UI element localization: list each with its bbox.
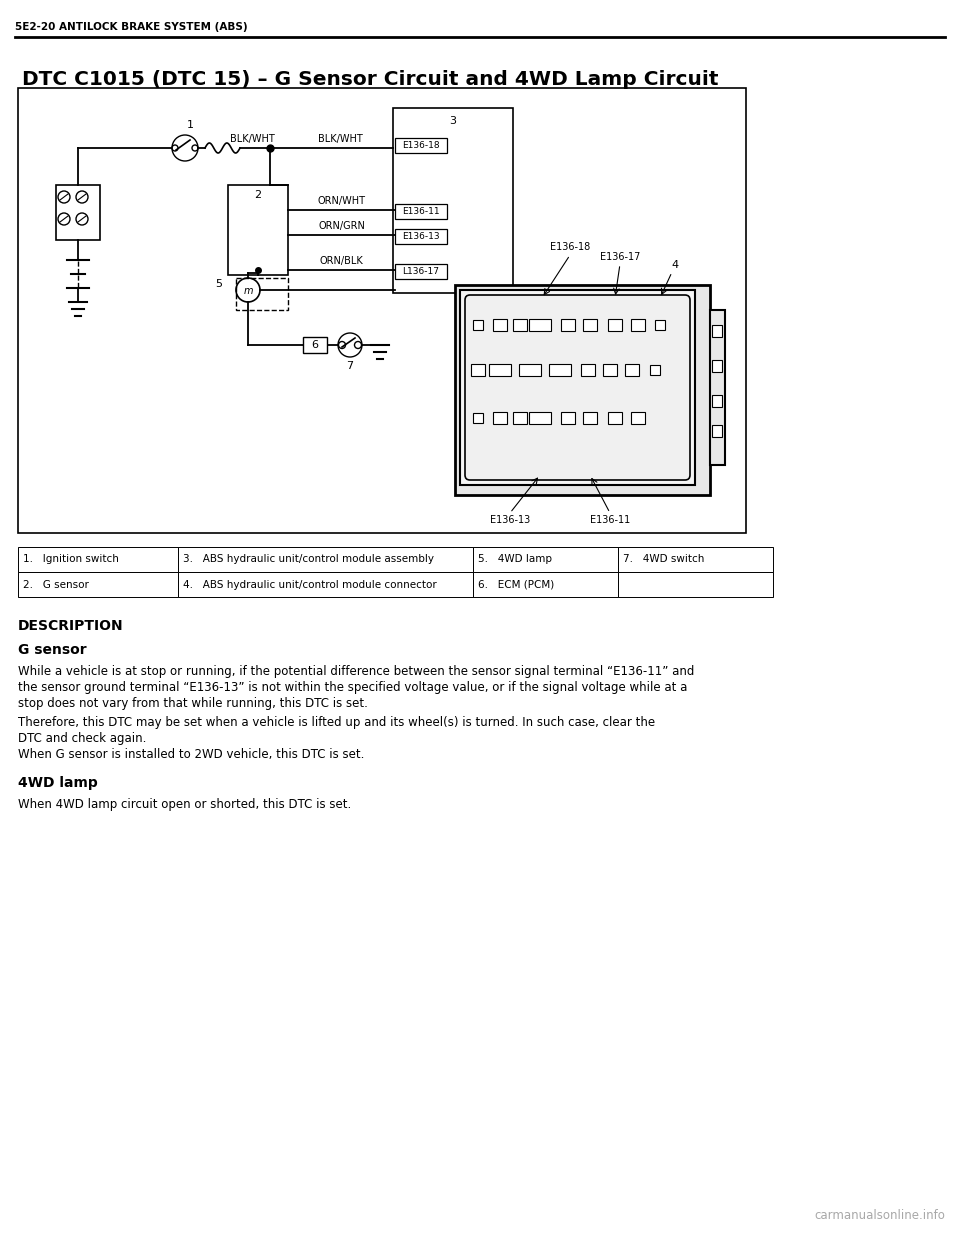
Bar xyxy=(513,319,527,331)
Text: carmanualsonline.info: carmanualsonline.info xyxy=(814,1209,945,1221)
Bar xyxy=(631,412,645,424)
Text: 4.   ABS hydraulic unit/control module connector: 4. ABS hydraulic unit/control module con… xyxy=(183,579,437,589)
Bar xyxy=(473,412,483,424)
Text: 6.   ECM (PCM): 6. ECM (PCM) xyxy=(478,579,554,589)
Bar xyxy=(608,319,622,331)
Bar xyxy=(712,395,722,408)
Text: stop does not vary from that while running, this DTC is set.: stop does not vary from that while runni… xyxy=(18,697,368,710)
Bar xyxy=(529,319,551,331)
Text: G sensor: G sensor xyxy=(18,643,86,657)
Bar xyxy=(561,319,575,331)
Text: E136-13: E136-13 xyxy=(402,232,440,241)
Bar xyxy=(178,547,473,572)
Bar xyxy=(228,185,288,275)
Text: L136-17: L136-17 xyxy=(402,267,440,275)
Text: E136-11: E136-11 xyxy=(589,515,630,525)
Bar xyxy=(455,285,710,495)
Text: While a vehicle is at stop or running, if the potential difference between the s: While a vehicle is at stop or running, i… xyxy=(18,664,694,678)
Bar xyxy=(489,364,511,375)
Text: E136-18: E136-18 xyxy=(550,242,590,252)
Text: 1: 1 xyxy=(186,120,194,130)
Text: Therefore, this DTC may be set when a vehicle is lifted up and its wheel(s) is t: Therefore, this DTC may be set when a ve… xyxy=(18,716,655,729)
Bar xyxy=(473,320,483,330)
Text: E136-11: E136-11 xyxy=(402,207,440,216)
Bar xyxy=(178,572,473,597)
Bar xyxy=(581,364,595,375)
Text: 5: 5 xyxy=(215,279,222,289)
Bar xyxy=(513,412,527,424)
Bar xyxy=(473,572,618,597)
Text: 1.   Ignition switch: 1. Ignition switch xyxy=(23,555,119,564)
Bar xyxy=(710,310,725,466)
Text: BLK/WHT: BLK/WHT xyxy=(318,135,362,144)
Text: 4WD lamp: 4WD lamp xyxy=(18,776,98,790)
Bar xyxy=(655,320,665,330)
Bar xyxy=(631,319,645,331)
Text: 3.   ABS hydraulic unit/control module assembly: 3. ABS hydraulic unit/control module ass… xyxy=(183,555,434,564)
Bar xyxy=(712,359,722,372)
Bar xyxy=(583,412,597,424)
Bar xyxy=(519,364,541,375)
Text: 7: 7 xyxy=(347,361,353,370)
Text: DTC and check again.: DTC and check again. xyxy=(18,732,146,745)
Text: ORN/WHT: ORN/WHT xyxy=(318,196,366,206)
Text: the sensor ground terminal “E136-13” is not within the specified voltage value, : the sensor ground terminal “E136-13” is … xyxy=(18,680,687,694)
Text: E136-17: E136-17 xyxy=(600,252,640,262)
Text: ORN/BLK: ORN/BLK xyxy=(320,256,364,266)
Text: When G sensor is installed to 2WD vehicle, this DTC is set.: When G sensor is installed to 2WD vehicl… xyxy=(18,748,365,761)
Bar xyxy=(625,364,639,375)
Bar xyxy=(56,185,100,240)
Bar xyxy=(393,107,513,293)
Bar xyxy=(395,264,447,279)
Bar xyxy=(471,364,485,375)
Bar xyxy=(603,364,617,375)
Text: E136-13: E136-13 xyxy=(490,515,530,525)
Bar xyxy=(650,366,660,375)
Bar xyxy=(583,319,597,331)
Text: 3: 3 xyxy=(449,116,457,126)
Bar xyxy=(395,138,447,153)
Text: DTC C1015 (DTC 15) – G Sensor Circuit and 4WD Lamp Circuit: DTC C1015 (DTC 15) – G Sensor Circuit an… xyxy=(22,70,718,89)
Bar xyxy=(618,572,773,597)
Text: E136-18: E136-18 xyxy=(402,141,440,149)
FancyBboxPatch shape xyxy=(465,295,690,480)
Text: ORN/GRN: ORN/GRN xyxy=(318,221,365,231)
Bar xyxy=(493,319,507,331)
Text: m: m xyxy=(243,287,252,296)
Text: 6: 6 xyxy=(311,340,319,350)
Text: When 4WD lamp circuit open or shorted, this DTC is set.: When 4WD lamp circuit open or shorted, t… xyxy=(18,798,351,811)
Text: 5.   4WD lamp: 5. 4WD lamp xyxy=(478,555,552,564)
Text: 2: 2 xyxy=(254,190,261,200)
Bar xyxy=(473,547,618,572)
Bar xyxy=(236,278,288,310)
Text: 4: 4 xyxy=(671,261,679,270)
Bar xyxy=(493,412,507,424)
Bar xyxy=(712,325,722,337)
Text: 7.   4WD switch: 7. 4WD switch xyxy=(623,555,705,564)
Bar xyxy=(18,547,178,572)
Bar xyxy=(608,412,622,424)
Text: 5E2-20 ANTILOCK BRAKE SYSTEM (ABS): 5E2-20 ANTILOCK BRAKE SYSTEM (ABS) xyxy=(15,22,248,32)
Bar xyxy=(549,364,571,375)
Bar xyxy=(460,290,695,485)
Bar xyxy=(18,88,746,534)
Bar xyxy=(561,412,575,424)
Bar xyxy=(303,337,327,353)
Text: 2.   G sensor: 2. G sensor xyxy=(23,579,89,589)
Bar xyxy=(395,228,447,245)
Bar xyxy=(395,204,447,219)
Bar xyxy=(618,547,773,572)
Bar xyxy=(529,412,551,424)
Bar xyxy=(712,425,722,437)
Text: BLK/WHT: BLK/WHT xyxy=(229,135,275,144)
Bar xyxy=(18,572,178,597)
Text: DESCRIPTION: DESCRIPTION xyxy=(18,619,124,634)
